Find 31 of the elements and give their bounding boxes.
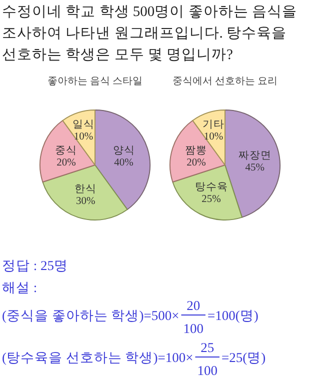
slice-label: 중식 bbox=[55, 144, 78, 157]
question: 선호하는 학생은 모두 몇 명입니까? bbox=[2, 47, 233, 63]
data-label: 40% bbox=[114, 158, 134, 169]
slice-label: 양식 bbox=[112, 144, 135, 157]
data-label: 10% bbox=[204, 131, 224, 142]
text: =25(명) bbox=[221, 350, 266, 365]
data-label: 10% bbox=[74, 131, 94, 142]
slice-label: 탕수육 bbox=[194, 180, 228, 193]
slice-label: 한식 bbox=[74, 182, 97, 195]
data-label: 20% bbox=[186, 158, 206, 169]
slice-label: 기타 bbox=[202, 118, 224, 130]
text: =100(명) bbox=[207, 308, 258, 323]
data-label: 45% bbox=[245, 162, 265, 174]
text: 20 bbox=[186, 298, 200, 313]
text: 100 bbox=[197, 363, 218, 378]
text: 25 bbox=[200, 340, 214, 355]
text: (중식을 좋아하는 학생)=500× bbox=[2, 308, 180, 323]
question: 수정이네 학교 학생 500명이 좋아하는 음식을 bbox=[2, 4, 297, 20]
question: 조사하여 나타낸 원그래프입니다. 탕수육을 bbox=[2, 26, 286, 42]
data-label: 20% bbox=[56, 158, 76, 169]
text: 100 bbox=[183, 321, 204, 336]
text: (탕수육을 선호하는 학생)=100× bbox=[2, 350, 194, 365]
data-label: 30% bbox=[76, 196, 96, 207]
chart-title: 좋아하는 음식 스타일 bbox=[48, 76, 142, 87]
data-label: 25% bbox=[202, 194, 222, 205]
slice-label: 일식 bbox=[72, 118, 94, 130]
slice-label: 짜장면 bbox=[238, 149, 272, 162]
slice-label: 짬뽕 bbox=[185, 144, 208, 157]
text: 정답 : 25명 bbox=[2, 258, 68, 273]
chart-title: 중식에서 선호하는 요리 bbox=[172, 76, 278, 87]
text: 해설 : bbox=[2, 280, 38, 295]
